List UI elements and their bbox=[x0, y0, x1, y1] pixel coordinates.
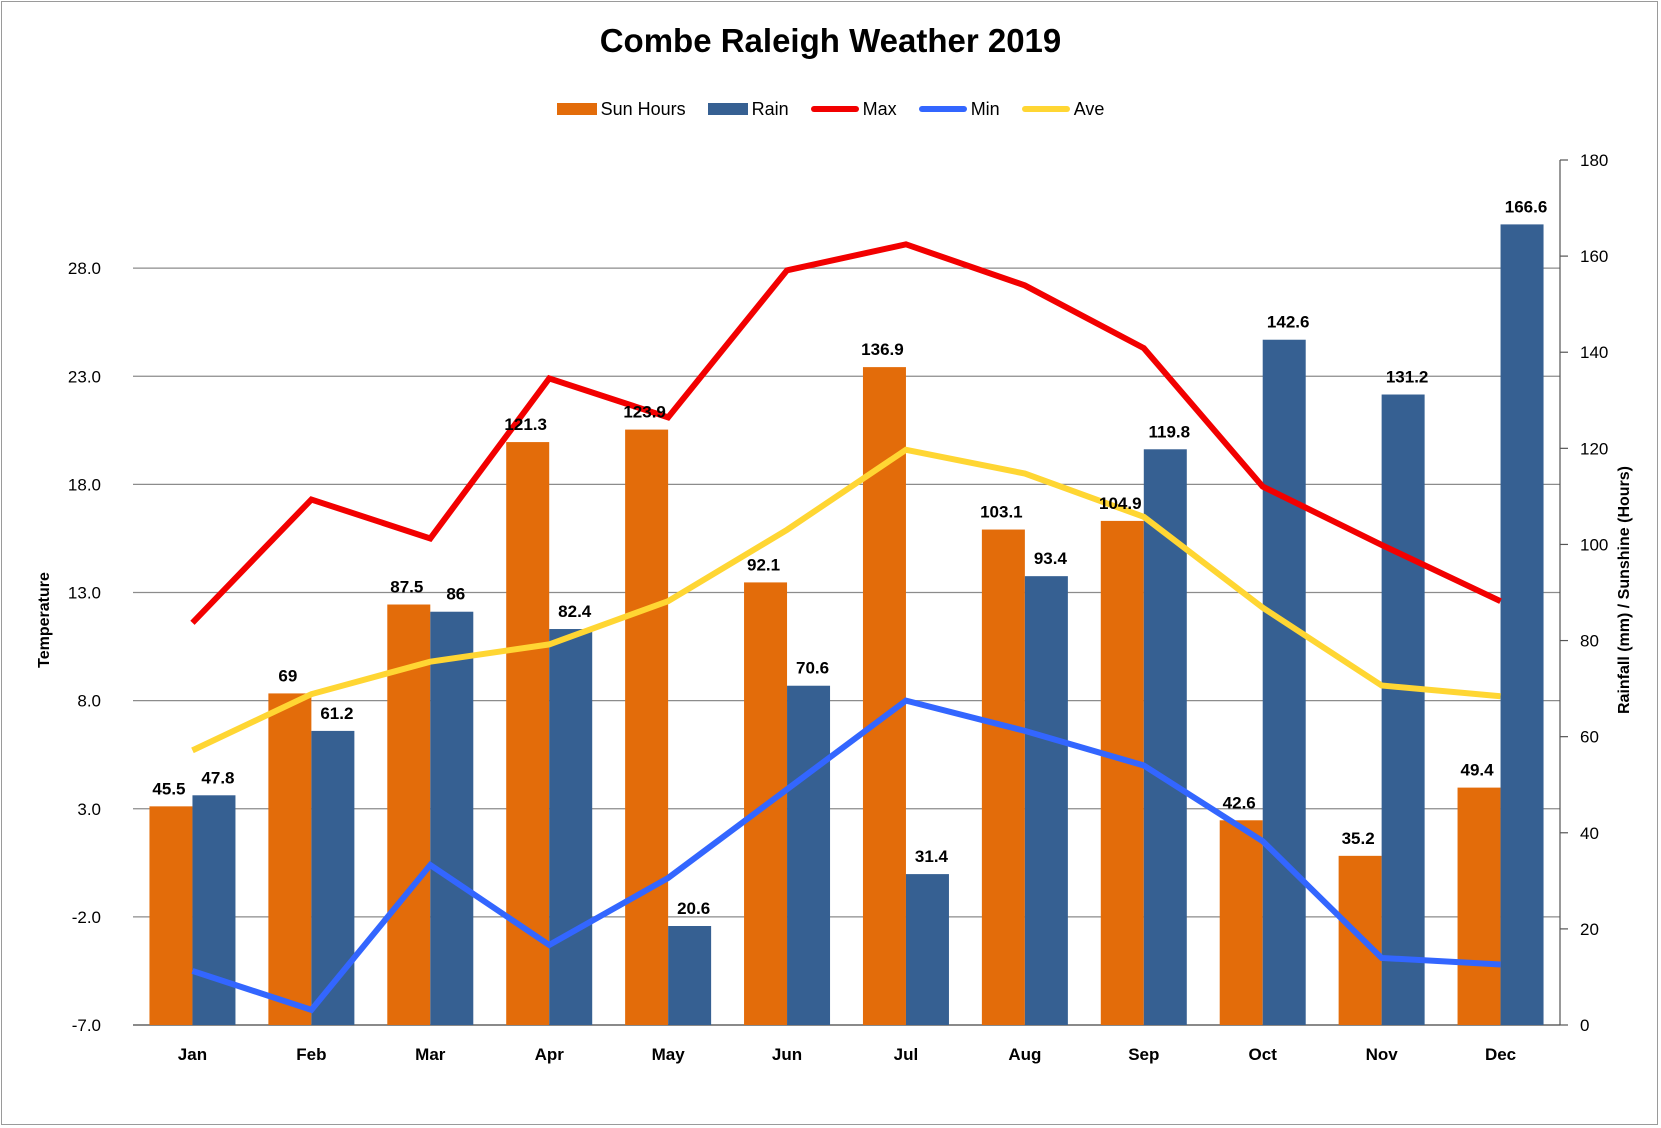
x-tick-label: Oct bbox=[1249, 1045, 1278, 1064]
legend-label-ave: Ave bbox=[1073, 98, 1105, 119]
data-label-rain: 47.8 bbox=[201, 768, 234, 787]
data-label-sun-hours: 49.4 bbox=[1460, 761, 1494, 780]
bar-rain bbox=[1381, 394, 1425, 1025]
bar-rain bbox=[1500, 224, 1544, 1026]
x-tick-label: Sep bbox=[1128, 1045, 1159, 1064]
legend-item-rain: Rain bbox=[707, 98, 789, 120]
y-left-tick-label: 3.0 bbox=[77, 800, 101, 819]
y-right-tick-label: 60 bbox=[1580, 728, 1599, 747]
data-label-rain: 93.4 bbox=[1034, 549, 1068, 568]
x-tick-label: Jun bbox=[772, 1045, 802, 1064]
bar-sun-hours bbox=[981, 529, 1025, 1025]
y-right-tick-label: 20 bbox=[1580, 920, 1599, 939]
bar-rain bbox=[549, 629, 593, 1025]
legend-item-max: Max bbox=[810, 98, 897, 120]
data-label-rain: 166.6 bbox=[1505, 197, 1548, 216]
x-tick-label: Nov bbox=[1366, 1045, 1399, 1064]
legend-label-max: Max bbox=[862, 98, 897, 119]
line-min bbox=[191, 697, 1501, 1014]
x-tick-label: Jan bbox=[178, 1045, 207, 1064]
data-label-sun-hours: 121.3 bbox=[504, 415, 547, 434]
data-label-sun-hours: 92.1 bbox=[747, 555, 780, 574]
y-right-tick-label: 120 bbox=[1580, 439, 1608, 458]
legend-item-sun-hours: Sun Hours bbox=[556, 98, 686, 120]
y-left-tick-label: 8.0 bbox=[77, 692, 101, 711]
legend-label-min: Min bbox=[970, 98, 1000, 119]
bar-sun-hours bbox=[1219, 820, 1263, 1025]
data-label-sun-hours: 45.5 bbox=[152, 779, 185, 798]
bar-sun-hours bbox=[1100, 520, 1144, 1025]
legend-label-rain: Rain bbox=[751, 98, 789, 119]
x-tick-label: Dec bbox=[1485, 1045, 1516, 1064]
legend-swatch-sun-hours bbox=[556, 103, 597, 115]
legend-swatch-rain bbox=[707, 103, 748, 115]
y-left-tick-label: 13.0 bbox=[68, 584, 101, 603]
data-label-sun-hours: 123.9 bbox=[623, 403, 666, 422]
y-right-tick-label: 0 bbox=[1580, 1016, 1589, 1035]
bar-sun-hours bbox=[149, 806, 193, 1025]
chart-title: Combe Raleigh Weather 2019 bbox=[599, 22, 1062, 59]
y-left-tick-label: 28.0 bbox=[68, 259, 101, 278]
line-ave bbox=[191, 446, 1501, 754]
bar-sun-hours bbox=[268, 693, 312, 1025]
y-left-tick-label: 23.0 bbox=[68, 367, 101, 386]
bar-rain bbox=[905, 874, 949, 1025]
bar-rain bbox=[1024, 576, 1068, 1025]
legend-item-min: Min bbox=[918, 98, 1000, 120]
bar-sun-hours bbox=[1457, 787, 1501, 1025]
legend-swatch-max bbox=[810, 106, 859, 112]
legend-swatch-min bbox=[918, 106, 967, 112]
x-tick-label: May bbox=[652, 1045, 686, 1064]
data-label-rain: 70.6 bbox=[796, 659, 829, 678]
data-label-rain: 31.4 bbox=[915, 847, 949, 866]
data-label-sun-hours: 103.1 bbox=[980, 503, 1023, 522]
y-right-tick-label: 40 bbox=[1580, 824, 1599, 843]
data-label-rain: 86 bbox=[446, 585, 465, 604]
bar-rain bbox=[787, 685, 831, 1025]
bar-rain bbox=[430, 611, 474, 1025]
x-tick-label: Feb bbox=[296, 1045, 326, 1064]
data-label-rain: 61.2 bbox=[320, 704, 353, 723]
bar-sun-hours bbox=[625, 429, 669, 1025]
bar-rain bbox=[1262, 339, 1306, 1025]
data-label-sun-hours: 42.6 bbox=[1223, 793, 1256, 812]
data-label-rain: 131.2 bbox=[1386, 368, 1429, 387]
x-tick-label: Apr bbox=[535, 1045, 565, 1064]
y-right-tick-label: 140 bbox=[1580, 343, 1608, 362]
data-label-rain: 82.4 bbox=[558, 602, 592, 621]
legend-item-ave: Ave bbox=[1021, 98, 1105, 120]
data-label-sun-hours: 104.9 bbox=[1099, 494, 1142, 513]
legend: Sun Hours Rain Max Min Ave bbox=[0, 95, 1661, 123]
legend-swatch-ave bbox=[1021, 106, 1070, 112]
data-label-rain: 119.8 bbox=[1148, 422, 1190, 441]
bar-sun-hours bbox=[387, 604, 431, 1025]
x-tick-label: Aug bbox=[1008, 1045, 1041, 1064]
x-tick-label: Mar bbox=[415, 1045, 446, 1064]
data-label-rain: 142.6 bbox=[1267, 313, 1310, 332]
y-left-tick-label: 18.0 bbox=[68, 475, 101, 494]
data-label-sun-hours: 35.2 bbox=[1342, 829, 1375, 848]
data-label-sun-hours: 87.5 bbox=[390, 578, 423, 597]
data-label-sun-hours: 136.9 bbox=[861, 340, 904, 359]
y-left-tick-label: -7.0 bbox=[72, 1016, 101, 1035]
y-right-tick-label: 100 bbox=[1580, 535, 1608, 554]
data-label-rain: 20.6 bbox=[677, 899, 710, 918]
data-label-sun-hours: 69 bbox=[278, 666, 297, 685]
legend-label-sun-hours: Sun Hours bbox=[600, 98, 686, 119]
y-left-tick-label: -2.0 bbox=[72, 908, 101, 927]
y-right-tick-label: 180 bbox=[1580, 151, 1608, 170]
y-right-tick-label: 80 bbox=[1580, 632, 1599, 651]
line-max bbox=[190, 241, 1502, 625]
x-tick-label: Jul bbox=[894, 1045, 919, 1064]
bar-rain bbox=[311, 730, 355, 1025]
y-right-tick-label: 160 bbox=[1580, 247, 1608, 266]
bar-rain bbox=[192, 795, 236, 1025]
bar-rain bbox=[668, 926, 712, 1025]
